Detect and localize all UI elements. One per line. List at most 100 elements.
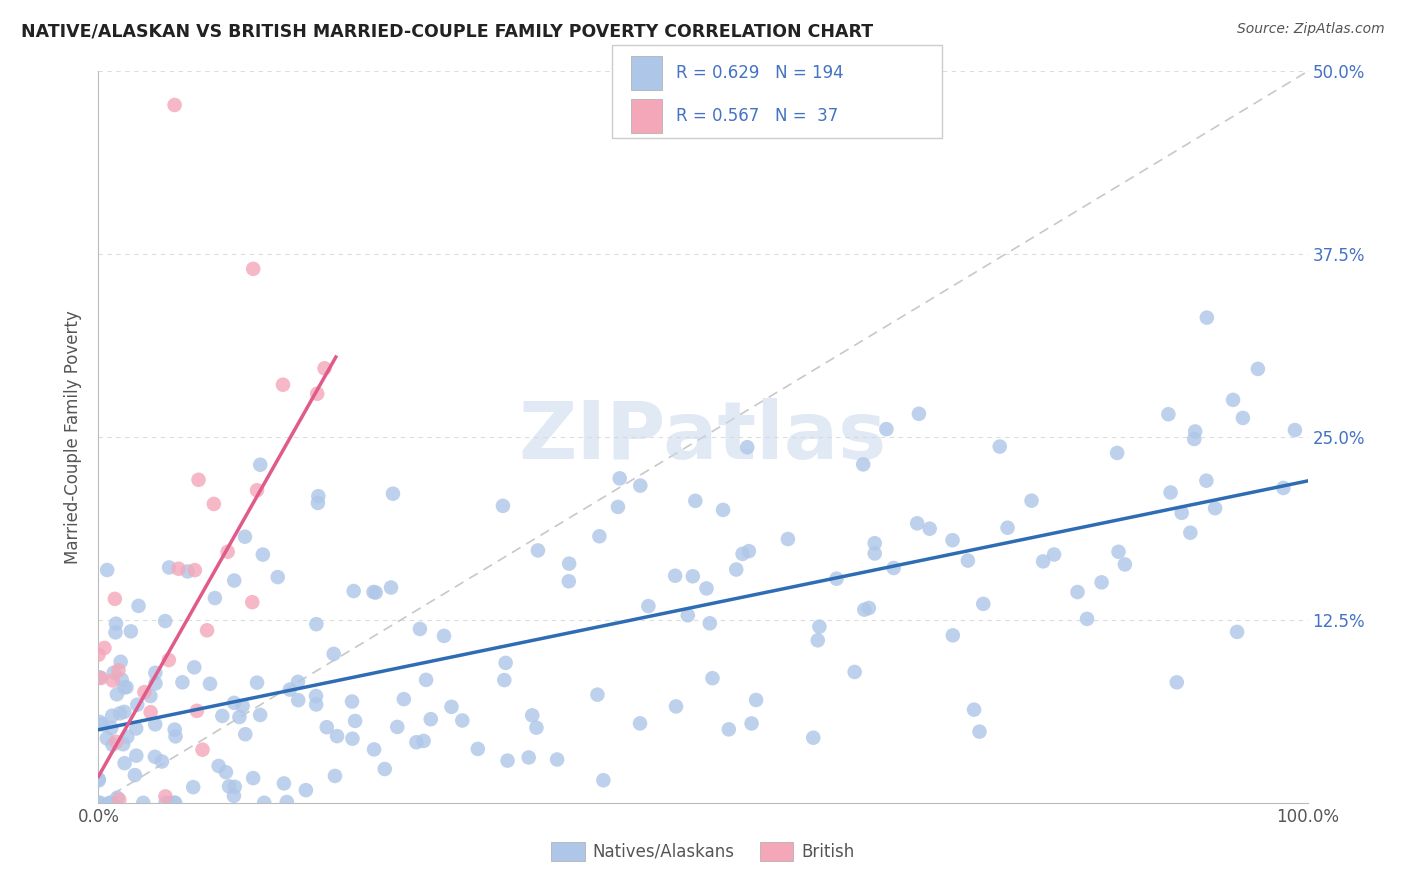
Point [222, 696, 245, 710]
Point [134, 685, 156, 699]
Point [969, 724, 991, 739]
Point [381, 486, 404, 500]
Point [1195, 474, 1218, 488]
Text: Source: ZipAtlas.com: Source: ZipAtlas.com [1237, 22, 1385, 37]
Point [467, 742, 489, 756]
Point [997, 521, 1019, 535]
Point [204, 591, 226, 605]
Point [98, 796, 121, 810]
Point [1232, 411, 1254, 425]
Point [607, 500, 630, 514]
Point [186, 704, 208, 718]
Point [307, 386, 329, 401]
Point [295, 783, 318, 797]
Point [267, 570, 290, 584]
Point [307, 496, 329, 510]
Point [586, 688, 609, 702]
Point [87, 796, 110, 810]
Text: R = 0.567   N =  37: R = 0.567 N = 37 [676, 107, 838, 125]
Point [415, 673, 437, 687]
Point [132, 796, 155, 810]
Point [224, 574, 246, 588]
Point [228, 710, 250, 724]
Point [107, 663, 129, 677]
Point [108, 706, 131, 721]
Point [276, 795, 298, 809]
Point [315, 720, 337, 734]
Point [717, 723, 740, 737]
Point [1284, 423, 1306, 437]
Point [238, 813, 260, 827]
Point [628, 716, 651, 731]
Point [392, 692, 415, 706]
Point [195, 624, 218, 638]
Point [111, 673, 134, 687]
Point [676, 608, 699, 623]
Text: NATIVE/ALASKAN VS BRITISH MARRIED-COUPLE FAMILY POVERTY CORRELATION CHART: NATIVE/ALASKAN VS BRITISH MARRIED-COUPLE… [21, 22, 873, 40]
Point [1066, 585, 1088, 599]
Point [117, 730, 139, 744]
Point [801, 731, 824, 745]
Point [124, 768, 146, 782]
Point [588, 529, 610, 543]
Point [157, 560, 180, 574]
Point [187, 473, 209, 487]
Point [858, 601, 880, 615]
Point [100, 796, 122, 810]
Point [825, 572, 848, 586]
Point [326, 729, 349, 743]
Point [363, 585, 385, 599]
Point [89, 670, 111, 684]
Point [1114, 558, 1136, 572]
Point [89, 839, 111, 854]
Point [143, 717, 166, 731]
Point [1076, 612, 1098, 626]
Point [522, 708, 544, 723]
Point [104, 591, 127, 606]
Point [412, 734, 434, 748]
Point [240, 595, 263, 609]
Point [1107, 446, 1129, 460]
Point [440, 699, 463, 714]
Point [1032, 554, 1054, 568]
Point [233, 530, 256, 544]
Point [287, 693, 309, 707]
Point [129, 839, 152, 854]
Point [89, 796, 111, 810]
Point [956, 553, 979, 567]
Point [340, 694, 363, 708]
Point [942, 628, 965, 642]
Point [89, 828, 111, 842]
Point [172, 675, 194, 690]
Point [699, 616, 721, 631]
Point [405, 735, 427, 749]
Point [808, 619, 831, 633]
Point [776, 532, 799, 546]
Point [112, 705, 135, 719]
Point [105, 790, 128, 805]
Point [222, 789, 245, 803]
Point [165, 796, 187, 810]
Point [323, 769, 346, 783]
Point [145, 676, 167, 690]
Point [419, 712, 441, 726]
Point [1166, 675, 1188, 690]
Point [89, 814, 111, 828]
Point [246, 675, 269, 690]
Point [494, 673, 516, 687]
Point [322, 647, 344, 661]
Point [159, 796, 181, 810]
Text: R = 0.629   N = 194: R = 0.629 N = 194 [676, 64, 844, 82]
Point [682, 569, 704, 583]
Point [863, 546, 886, 560]
Point [232, 698, 254, 713]
Y-axis label: Married-Couple Family Poverty: Married-Couple Family Poverty [65, 310, 83, 564]
Point [343, 584, 366, 599]
Point [1043, 548, 1066, 562]
Point [628, 478, 651, 492]
Point [1204, 501, 1226, 516]
Point [93, 837, 115, 851]
Point [745, 693, 768, 707]
Point [125, 748, 148, 763]
Point [152, 822, 174, 836]
